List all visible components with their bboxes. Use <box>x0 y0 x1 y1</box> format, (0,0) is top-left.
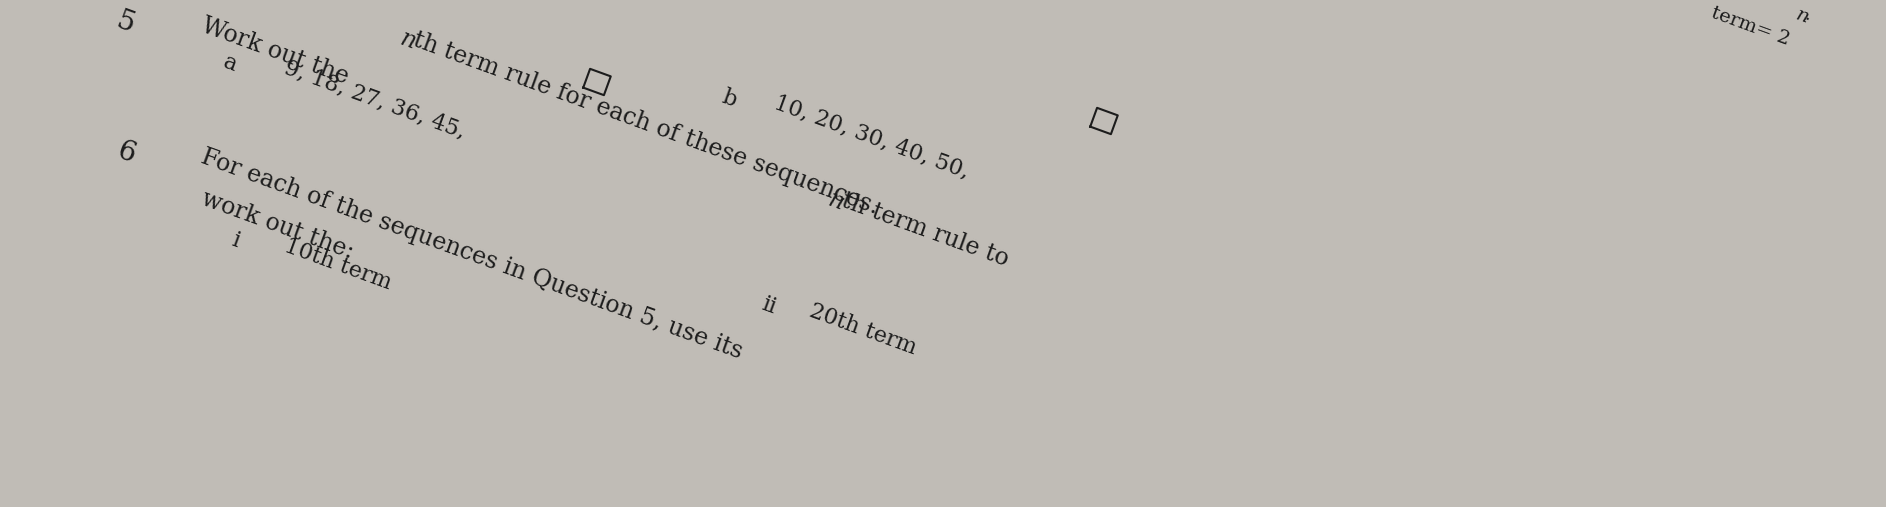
Text: 6: 6 <box>113 137 140 169</box>
Text: n: n <box>396 27 419 54</box>
Text: th term rule for each of these sequences.: th term rule for each of these sequences… <box>411 28 883 219</box>
Text: For each of the sequences in Question 5, use its: For each of the sequences in Question 5,… <box>198 145 753 366</box>
Text: 10th term: 10th term <box>281 235 394 294</box>
Text: i: i <box>228 229 243 252</box>
Text: th term rule to: th term rule to <box>837 189 1011 271</box>
Text: b: b <box>719 86 739 112</box>
Text: .: . <box>1801 6 1814 25</box>
Text: a: a <box>221 51 240 76</box>
Text: 10, 20, 30, 40, 50,: 10, 20, 30, 40, 50, <box>771 92 973 183</box>
Text: Work out the: Work out the <box>198 14 358 91</box>
Text: ii: ii <box>758 293 779 318</box>
Text: term= 2: term= 2 <box>1709 4 1792 49</box>
Text: 9, 18, 27, 36, 45,: 9, 18, 27, 36, 45, <box>281 57 470 143</box>
Text: work out the:: work out the: <box>198 187 356 264</box>
Text: 20th term: 20th term <box>807 300 920 359</box>
Text: n: n <box>1794 6 1812 27</box>
Text: 5: 5 <box>113 7 140 39</box>
Text: n: n <box>824 188 847 215</box>
